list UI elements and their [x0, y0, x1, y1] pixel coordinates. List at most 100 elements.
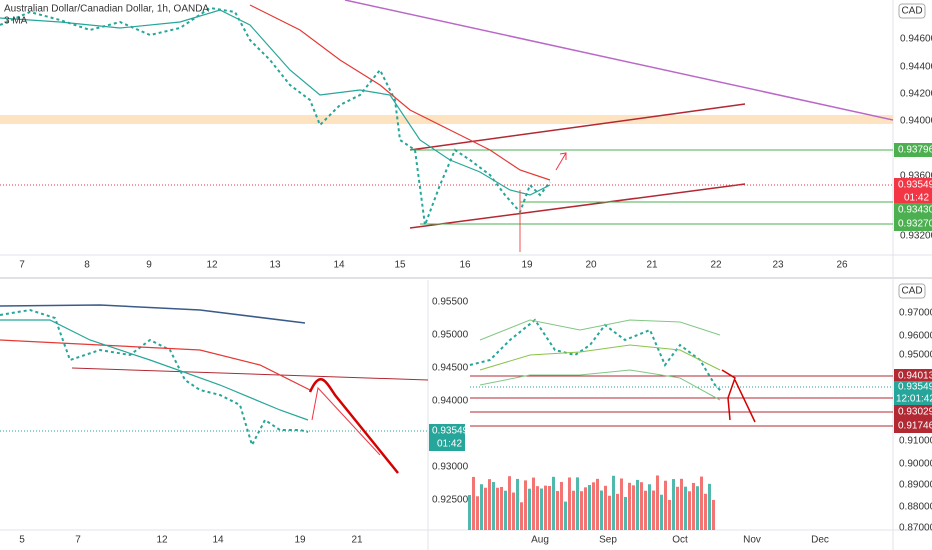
- moving-average: [0, 304, 306, 324]
- volume-bar: [604, 485, 607, 530]
- time-label: Dec: [811, 535, 829, 546]
- volume-bar: [696, 486, 699, 530]
- price-tag-bg: [894, 419, 932, 433]
- volume-bar: [600, 490, 603, 530]
- price-label: 0.97000: [899, 308, 932, 319]
- volume-bar: [504, 490, 507, 530]
- indicator-label: 3 MA: [4, 16, 28, 27]
- volume-bar: [620, 478, 623, 530]
- volume-bar: [560, 481, 563, 530]
- volume-bar: [704, 493, 707, 530]
- countdown: 01:42: [904, 193, 929, 204]
- currency-label[interactable]: CAD: [901, 286, 922, 297]
- price-tag-bg: [894, 369, 932, 383]
- volume-bars: [468, 475, 715, 530]
- price-tag-bg: [894, 217, 932, 231]
- price-label: 0.94000: [432, 396, 469, 407]
- arrow: [311, 386, 381, 456]
- time-label: 19: [294, 535, 306, 546]
- volume-bar: [648, 484, 651, 530]
- price-label: 0.92500: [432, 495, 469, 506]
- volume-bar: [492, 482, 495, 530]
- volume-bar: [488, 479, 491, 530]
- volume-bar: [640, 482, 643, 530]
- time-label: 14: [333, 260, 345, 271]
- volume-bar: [660, 494, 663, 530]
- volume-bar: [468, 495, 471, 530]
- currency-label[interactable]: CAD: [901, 6, 922, 17]
- bottom-right-price-axis: 0.97000 0.96000 0.95000 0.91000 0.90000 …: [899, 308, 932, 534]
- price-tag-bg: [429, 424, 465, 451]
- time-label: 20: [585, 260, 597, 271]
- time-label: 22: [710, 260, 722, 271]
- volume-bar: [708, 483, 711, 530]
- volume-bar: [552, 476, 555, 530]
- bollinger-band: [479, 369, 721, 401]
- volume-bar: [540, 488, 543, 530]
- time-label: 26: [836, 260, 848, 271]
- volume-bar: [700, 476, 703, 530]
- top-time-axis: 7 8 9 12 13 14 15 16 19 20 21 22 23 26: [19, 260, 848, 271]
- time-label: 5: [19, 535, 25, 546]
- volume-bar: [476, 496, 479, 530]
- moving-average: [0, 319, 309, 421]
- volume-bar: [576, 477, 579, 530]
- volume-bar: [636, 479, 639, 530]
- price-label: 0.95000: [432, 330, 469, 341]
- price-tag-bg: [894, 143, 932, 157]
- price-tag: 0.93796: [898, 145, 932, 156]
- trend-line: [344, 0, 894, 121]
- price-tag: 0.93549: [432, 426, 469, 437]
- drawn-path: [721, 369, 756, 423]
- volume-bar: [644, 490, 647, 530]
- price-tag-bg: [894, 381, 932, 406]
- volume-bar: [668, 499, 671, 530]
- price-label: 0.91000: [899, 436, 932, 447]
- bollinger-band: [479, 319, 721, 341]
- time-label: Oct: [672, 535, 688, 546]
- volume-bar: [580, 491, 583, 530]
- volume-bar: [596, 478, 599, 530]
- arrow: [555, 152, 567, 171]
- volume-bar: [572, 490, 575, 530]
- volume-bar: [568, 477, 571, 530]
- moving-average: [479, 344, 721, 371]
- price-candles: [0, 6, 551, 226]
- price-tag: 0.93549: [898, 382, 932, 393]
- volume-bar: [608, 495, 611, 530]
- price-label: 0.96000: [899, 331, 932, 342]
- trend-line: [409, 183, 746, 229]
- time-label: 15: [394, 260, 406, 271]
- volume-bar: [544, 485, 547, 530]
- volume-bar: [520, 502, 523, 530]
- price-label: 0.89000: [899, 480, 932, 491]
- price-label: 0.95000: [899, 350, 932, 361]
- volume-bar: [484, 487, 487, 530]
- time-label: 13: [269, 260, 281, 271]
- price-label: 0.93000: [432, 462, 469, 473]
- volume-bar: [672, 479, 675, 530]
- time-label: Nov: [743, 535, 761, 546]
- price-label: 0.94500: [432, 363, 469, 374]
- price-tag-bg: [894, 203, 932, 217]
- time-label: 19: [521, 260, 533, 271]
- price-label: 0.90000: [899, 459, 932, 470]
- volume-bar: [556, 491, 559, 530]
- bottom-right-time-axis: Aug Sep Oct Nov Dec: [531, 535, 829, 546]
- volume-bar: [496, 487, 499, 530]
- currency-button[interactable]: [898, 3, 926, 19]
- currency-button[interactable]: [898, 283, 926, 299]
- drawn-path: [308, 378, 399, 474]
- trend-line: [409, 103, 746, 151]
- time-label: 16: [459, 260, 471, 271]
- volume-bar: [656, 475, 659, 530]
- volume-bar: [472, 476, 475, 530]
- time-label: 9: [146, 260, 152, 271]
- volume-bar: [712, 499, 715, 530]
- volume-bar: [628, 482, 631, 530]
